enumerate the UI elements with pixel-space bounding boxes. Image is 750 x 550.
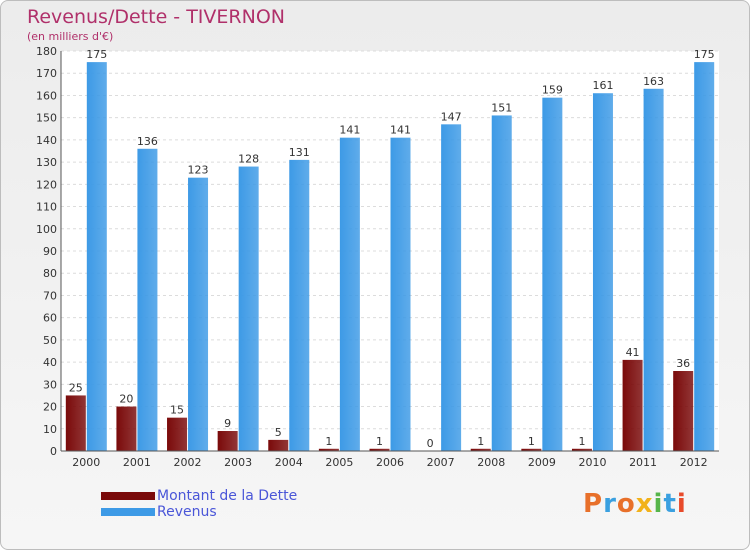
y-tick-label: 100 xyxy=(36,223,57,236)
data-label-revenus-2012: 175 xyxy=(694,48,715,61)
bar-dette-2003 xyxy=(217,431,238,451)
bar-revenus-2010 xyxy=(592,93,613,451)
bar-dette-2000 xyxy=(65,395,86,451)
bar-dette-2002 xyxy=(167,417,188,451)
data-label-dette-2003: 9 xyxy=(224,417,231,430)
data-label-dette-2010: 1 xyxy=(578,435,585,448)
data-label-dette-2011: 41 xyxy=(626,346,640,359)
y-tick-label: 120 xyxy=(36,178,57,191)
x-tick-label: 2002 xyxy=(174,456,202,469)
x-tick-label: 2001 xyxy=(123,456,151,469)
data-label-dette-2008: 1 xyxy=(477,435,484,448)
bar-revenus-2004 xyxy=(289,159,310,451)
x-tick-label: 2008 xyxy=(477,456,505,469)
y-tick-label: 60 xyxy=(43,312,57,325)
data-label-dette-2012: 36 xyxy=(676,357,690,370)
x-tick-label: 2009 xyxy=(528,456,556,469)
x-tick-label: 2010 xyxy=(578,456,606,469)
bar-revenus-2011 xyxy=(643,88,664,452)
bar-dette-2008 xyxy=(470,448,491,451)
data-label-revenus-2011: 163 xyxy=(643,75,664,88)
chart-title: Revenus/Dette - TIVERNON xyxy=(27,6,285,28)
y-tick-label: 10 xyxy=(43,423,57,436)
data-label-revenus-2008: 151 xyxy=(491,101,512,114)
data-label-revenus-2010: 161 xyxy=(592,79,613,92)
y-tick-label: 40 xyxy=(43,356,57,369)
data-label-dette-2004: 5 xyxy=(275,426,282,439)
x-tick-label: 2011 xyxy=(629,456,657,469)
y-tick-label: 30 xyxy=(43,378,57,391)
data-label-revenus-2005: 141 xyxy=(339,124,360,137)
data-label-dette-2005: 1 xyxy=(325,435,332,448)
y-tick-label: 150 xyxy=(36,112,57,125)
proxiti-logo: Proxiti xyxy=(583,489,687,519)
bar-dette-2006 xyxy=(369,448,390,451)
legend: Montant de la Dette Revenus xyxy=(101,488,297,520)
x-tick-label: 2000 xyxy=(72,456,100,469)
legend-swatch-dette xyxy=(101,492,155,500)
x-tick-label: 2006 xyxy=(376,456,404,469)
y-tick-label: 80 xyxy=(43,267,57,280)
data-label-dette-2000: 25 xyxy=(69,381,83,394)
x-tick-label: 2005 xyxy=(325,456,353,469)
bar-dette-2005 xyxy=(318,448,339,451)
x-tick-label: 2004 xyxy=(275,456,303,469)
legend-item-revenus: Revenus xyxy=(101,504,297,520)
data-label-revenus-2007: 147 xyxy=(441,110,462,123)
legend-label-revenus: Revenus xyxy=(157,504,217,520)
bar-dette-2011 xyxy=(622,359,643,451)
bar-revenus-2001 xyxy=(137,148,158,451)
bar-revenus-2012 xyxy=(694,62,715,451)
bar-revenus-2000 xyxy=(86,62,107,451)
bar-revenus-2003 xyxy=(238,166,259,452)
data-label-revenus-2009: 159 xyxy=(542,84,563,97)
y-tick-label: 50 xyxy=(43,334,57,347)
data-label-revenus-2001: 136 xyxy=(137,135,158,148)
y-tick-label: 180 xyxy=(36,45,57,58)
bar-dette-2012 xyxy=(673,371,694,451)
bar-revenus-2005 xyxy=(339,137,360,451)
legend-label-dette: Montant de la Dette xyxy=(157,488,298,504)
data-label-dette-2001: 20 xyxy=(119,393,133,406)
y-tick-label: 70 xyxy=(43,289,57,302)
chart-subtitle: (en milliers d'€) xyxy=(27,30,114,43)
data-label-revenus-2004: 131 xyxy=(289,146,310,159)
x-tick-label: 2007 xyxy=(427,456,455,469)
data-label-revenus-2002: 123 xyxy=(188,164,209,177)
x-tick-label: 2012 xyxy=(680,456,708,469)
y-tick-label: 110 xyxy=(36,201,57,214)
bar-revenus-2008 xyxy=(491,115,512,451)
x-tick-label: 2003 xyxy=(224,456,252,469)
data-label-dette-2009: 1 xyxy=(528,435,535,448)
data-label-dette-2006: 1 xyxy=(376,435,383,448)
data-label-dette-2002: 15 xyxy=(170,404,184,417)
bar-dette-2001 xyxy=(116,406,137,451)
y-tick-label: 160 xyxy=(36,89,57,102)
bar-revenus-2002 xyxy=(188,177,209,451)
data-label-dette-2007: 0 xyxy=(427,437,434,450)
bar-dette-2009 xyxy=(521,448,542,451)
bar-revenus-2009 xyxy=(542,97,563,452)
y-tick-label: 130 xyxy=(36,156,57,169)
legend-swatch-revenus xyxy=(101,508,155,516)
y-tick-label: 90 xyxy=(43,245,57,258)
legend-item-dette: Montant de la Dette xyxy=(101,488,297,504)
y-tick-label: 20 xyxy=(43,401,57,414)
data-label-revenus-2006: 141 xyxy=(390,124,411,137)
bar-revenus-2007 xyxy=(441,124,462,451)
y-tick-label: 0 xyxy=(50,445,57,458)
bar-dette-2004 xyxy=(268,439,289,451)
bar-dette-2010 xyxy=(571,448,592,451)
data-label-revenus-2000: 175 xyxy=(86,48,107,61)
data-label-revenus-2003: 128 xyxy=(238,153,259,166)
y-tick-label: 140 xyxy=(36,134,57,147)
bar-revenus-2006 xyxy=(390,137,411,451)
y-tick-label: 170 xyxy=(36,67,57,80)
